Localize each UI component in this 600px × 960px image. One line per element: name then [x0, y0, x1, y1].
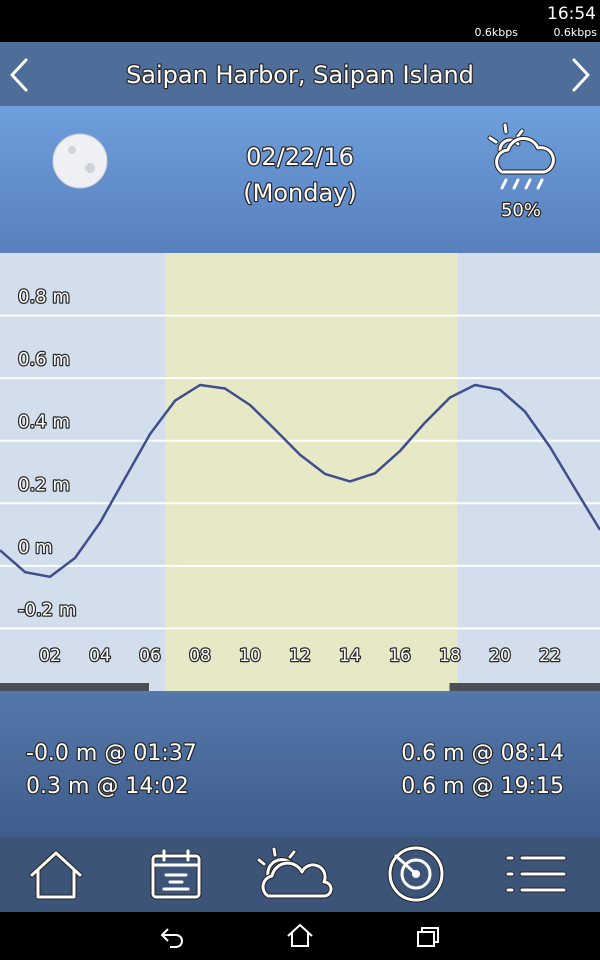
x-tick-label: 10	[239, 646, 261, 666]
back-button[interactable]	[160, 928, 183, 948]
tide-chart: -0.2 m 0 m 0.2 m 0.4 m 0.6 m 0.8 m 02 04 06 08 10 1…	[0, 253, 600, 691]
x-tick-label: 18	[439, 646, 461, 666]
x-tick-label: 02	[39, 646, 61, 666]
x-tick-label: 22	[539, 646, 561, 666]
x-tick-label: 06	[139, 646, 161, 666]
rain-icon	[487, 122, 556, 190]
location-title: Saipan Harbor, Saipan Island	[126, 61, 474, 89]
moon-crater	[68, 146, 76, 154]
y-tick-label: 0.2 m	[18, 474, 70, 495]
prev-button[interactable]	[10, 58, 28, 92]
download-speed: 0.6kbps	[553, 26, 597, 39]
status-bar	[0, 0, 600, 42]
moon-crater	[85, 163, 95, 173]
y-tick-label: 0.8 m	[18, 287, 70, 308]
x-tick-label: 20	[489, 646, 511, 666]
high-tide: 0.6 m @ 08:14	[401, 741, 564, 766]
y-tick-label: 0 m	[18, 537, 53, 558]
header-bar	[0, 42, 600, 106]
x-tick-label: 16	[389, 646, 411, 666]
x-tick-label: 14	[339, 646, 361, 666]
next-button[interactable]	[572, 58, 590, 92]
low-tide: 0.3 m @ 14:02	[26, 774, 189, 799]
y-tick-label: 0.4 m	[18, 412, 70, 433]
tide-curve	[0, 383, 600, 579]
home-tab[interactable]	[29, 850, 83, 900]
upload-speed: 0.6kbps	[474, 26, 518, 39]
night-bar	[0, 683, 149, 691]
x-tick-label: 12	[289, 646, 311, 666]
recents-button[interactable]	[417, 927, 439, 947]
x-tick-label: 04	[89, 646, 111, 666]
daylight-band	[165, 253, 458, 691]
low-tide: -0.0 m @ 01:37	[26, 741, 197, 766]
y-tick-label: 0.6 m	[18, 349, 70, 370]
night-bar	[449, 683, 600, 691]
weather-tab[interactable]	[256, 846, 334, 899]
tab-bar	[0, 837, 600, 912]
high-tide: 0.6 m @ 19:15	[401, 774, 564, 799]
precipitation: 50%	[501, 200, 541, 221]
tide-panel	[0, 691, 600, 837]
radar-tab[interactable]	[387, 845, 445, 903]
system-nav-bar	[0, 912, 600, 960]
weekday: (Monday)	[243, 179, 356, 207]
date: 02/22/16	[246, 143, 354, 171]
x-tick-label: 08	[189, 646, 211, 666]
calendar-tab[interactable]	[150, 849, 202, 900]
home-button[interactable]	[287, 923, 313, 947]
y-tick-label: -0.2 m	[18, 599, 76, 620]
moon-icon	[52, 133, 108, 189]
menu-tab[interactable]	[505, 855, 567, 893]
clock: 16:54	[547, 4, 596, 24]
